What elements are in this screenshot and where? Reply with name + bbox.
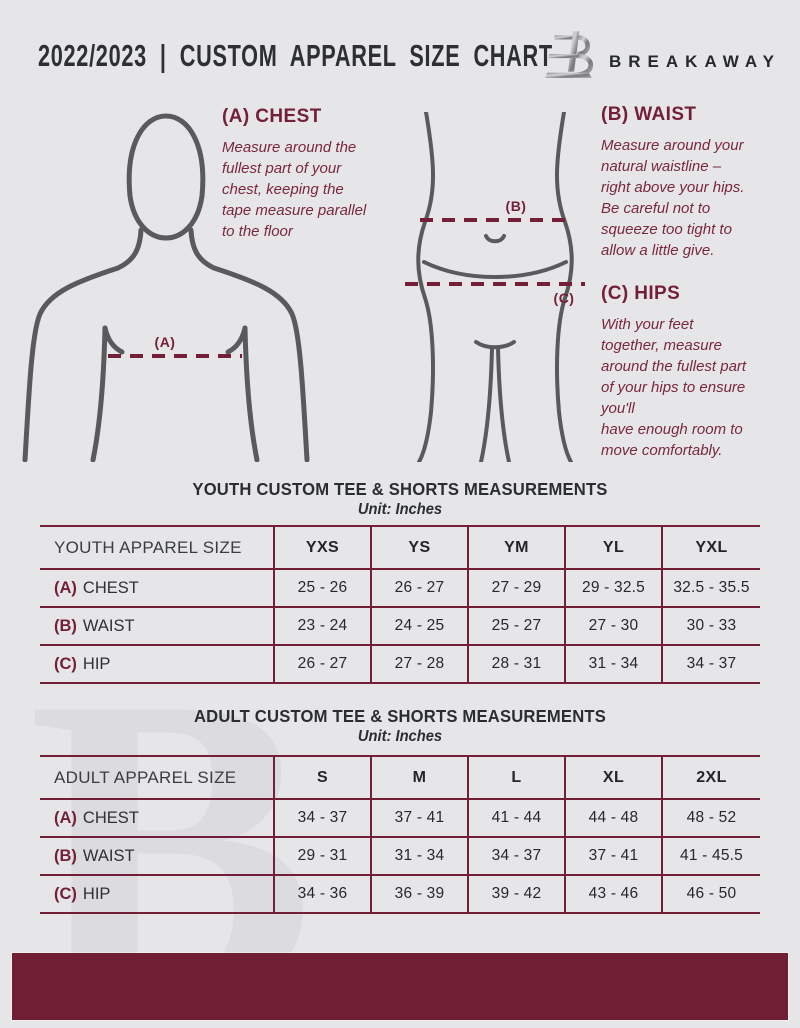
youth-chest-row: (A) CHEST 25 - 26 26 - 27 27 - 29 29 - 32… [40, 569, 760, 607]
measurement-value: 44 - 48 [564, 799, 662, 837]
brand-lockup: BREAKAWAY [545, 24, 781, 82]
size-column-header: M [370, 756, 468, 799]
brand-name: BREAKAWAY [609, 52, 781, 71]
measurement-value: 27 - 30 [564, 607, 662, 645]
adult-apparel-size-header: ADULT APPAREL SIZE [54, 767, 237, 787]
row-key: (B) [54, 846, 77, 865]
measurement-value: 34 - 37 [661, 645, 760, 683]
adult-size-table: ADULT APPAREL SIZE S M L XL 2XL (A) CHEST… [40, 755, 760, 914]
row-label-text: HIP [82, 654, 111, 673]
measurement-value: 29 - 32.5 [564, 569, 662, 607]
youth-table-header-row: YOUTH APPAREL SIZE YXS YS YM YL YXL [40, 526, 760, 569]
row-label-text: CHEST [82, 808, 139, 827]
row-key: (B) [54, 616, 77, 635]
adult-unit-label: Unit: Inches [357, 728, 443, 745]
size-column-header: YXS [273, 526, 371, 569]
chest-instruction-block: (A) CHEST Measure around the fullest par… [222, 106, 408, 242]
youth-unit-label: Unit: Inches [357, 501, 443, 518]
measurement-value: 24 - 25 [370, 607, 468, 645]
youth-hip-row: (C) HIP 26 - 27 27 - 28 28 - 31 31 - 34 3… [40, 645, 760, 683]
size-column-header: 2XL [661, 756, 760, 799]
measurement-value: 31 - 34 [370, 837, 468, 875]
waist-instruction-text: Measure around your natural waistline – … [601, 137, 745, 259]
chest-figure-illustration [22, 113, 310, 462]
measurement-value: 37 - 41 [564, 837, 662, 875]
measurement-value: 46 - 50 [661, 875, 760, 913]
size-column-header: YM [467, 526, 565, 569]
youth-size-table: YOUTH APPAREL SIZE YXS YS YM YL YXL (A) C… [40, 525, 760, 684]
row-key: (A) [54, 808, 77, 827]
hips-instruction-text: With your feet together, measure around … [601, 316, 747, 459]
measurement-value: 27 - 28 [370, 645, 468, 683]
size-column-header: YS [370, 526, 468, 569]
measurement-value: 36 - 39 [370, 875, 468, 913]
youth-apparel-size-header: YOUTH APPAREL SIZE [54, 537, 242, 557]
measurement-value: 48 - 52 [661, 799, 760, 837]
measurement-value: 25 - 27 [467, 607, 565, 645]
breakaway-b-logo-icon [545, 31, 594, 78]
measurement-value: 34 - 37 [467, 837, 565, 875]
adult-chest-row: (A) CHEST 34 - 37 37 - 41 41 - 44 44 - 48… [40, 799, 760, 837]
adult-waist-row: (B) WAIST 29 - 31 31 - 34 34 - 37 37 - 41… [40, 837, 760, 875]
measurement-value: 29 - 31 [273, 837, 371, 875]
chest-instruction-heading: (A) CHEST [222, 106, 322, 127]
hips-instruction-heading: (C) HIPS [601, 283, 681, 304]
measurement-value: 30 - 33 [661, 607, 760, 645]
measurement-value: 34 - 37 [273, 799, 371, 837]
measurement-value: 27 - 29 [467, 569, 565, 607]
measurement-value: 26 - 27 [273, 645, 371, 683]
measurement-value: 37 - 41 [370, 799, 468, 837]
waist-hips-figure-illustration [405, 112, 585, 462]
adult-hip-row: (C) HIP 34 - 36 36 - 39 39 - 42 43 - 46 4… [40, 875, 760, 913]
hips-instruction-block: (C) HIPS With your feet together, measur… [601, 283, 787, 461]
row-label-text: CHEST [82, 578, 139, 597]
size-column-header: L [467, 756, 565, 799]
measurement-value: 39 - 42 [467, 875, 565, 913]
row-label-text: HIP [82, 884, 111, 903]
measurement-value: 43 - 46 [564, 875, 662, 913]
measurement-value: 23 - 24 [273, 607, 371, 645]
hips-marker-label: (C) [553, 290, 575, 306]
adult-section-title: ADULT CUSTOM TEE & SHORTS MEASUREMENTS [193, 706, 607, 726]
measurement-value: 25 - 26 [273, 569, 371, 607]
measurement-value: 41 - 44 [467, 799, 565, 837]
measurement-value: 31 - 34 [564, 645, 662, 683]
measurement-value: 28 - 31 [467, 645, 565, 683]
row-key: (A) [54, 578, 77, 597]
chest-instruction-text: Measure around the fullest part of your … [222, 139, 367, 240]
waist-instruction-block: (B) WAIST Measure around your natural wa… [601, 104, 787, 261]
measurement-value: 26 - 27 [370, 569, 468, 607]
chest-marker-label: (A) [154, 334, 176, 350]
footer-accent-bar [12, 953, 788, 1020]
adult-table-header-row: ADULT APPAREL SIZE S M L XL 2XL [40, 756, 760, 799]
measurement-value: 34 - 36 [273, 875, 371, 913]
row-label-text: WAIST [82, 846, 135, 865]
youth-section-title: YOUTH CUSTOM TEE & SHORTS MEASUREMENTS [192, 479, 608, 499]
page-title: 2022/2023 | CUSTOM APPAREL SIZE CHART [38, 38, 553, 73]
youth-waist-row: (B) WAIST 23 - 24 24 - 25 25 - 27 27 - 30… [40, 607, 760, 645]
waist-marker-label: (B) [505, 198, 527, 214]
measurement-value: 41 - 45.5 [661, 837, 760, 875]
size-column-header: XL [564, 756, 662, 799]
row-key: (C) [54, 654, 77, 673]
size-column-header: YL [564, 526, 662, 569]
row-label-text: WAIST [82, 616, 135, 635]
size-column-header: S [273, 756, 371, 799]
row-key: (C) [54, 884, 77, 903]
waist-instruction-heading: (B) WAIST [601, 104, 697, 125]
size-column-header: YXL [661, 526, 760, 569]
measurement-value: 32.5 - 35.5 [661, 569, 760, 607]
